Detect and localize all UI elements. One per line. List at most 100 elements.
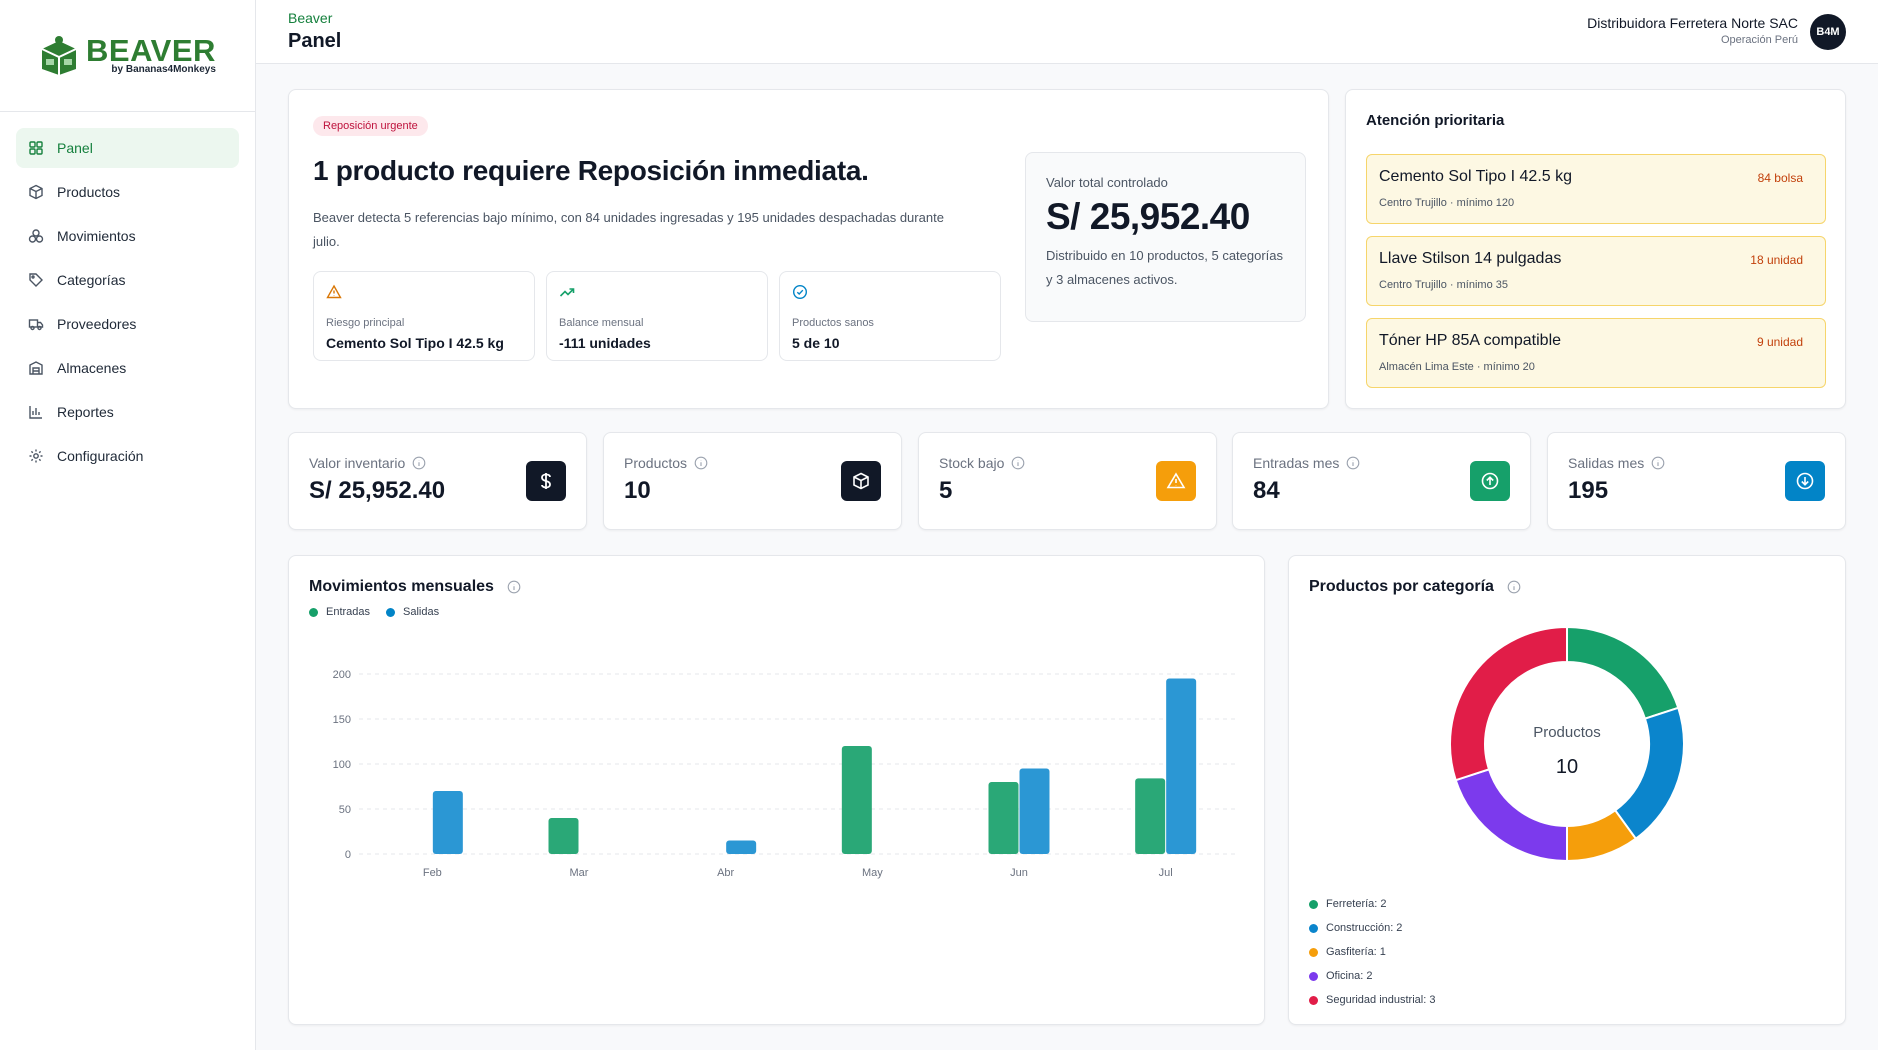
kpi-icon-box: [1785, 461, 1825, 501]
legend-item[interactable]: Ferretería: 2: [1309, 892, 1435, 916]
legend-item[interactable]: Construcción: 2: [1309, 916, 1435, 940]
kpi-label: Stock bajo: [939, 455, 1005, 471]
warehouse-icon: [29, 361, 43, 375]
mini-card-sanos: Productos sanos 5 de 10: [779, 271, 1001, 361]
sidebar-item-reportes[interactable]: Reportes: [16, 392, 239, 432]
info-icon[interactable]: [1651, 456, 1665, 470]
y-tick-label: 0: [345, 849, 351, 861]
y-tick-label: 100: [333, 759, 351, 771]
legend-item[interactable]: Seguridad industrial: 3: [1309, 988, 1435, 1012]
bar-salidas-jun[interactable]: [1019, 768, 1050, 855]
sidebar-item-label: Proveedores: [57, 316, 137, 332]
kpi-card-valor: Valor inventario S/ 25,952.40: [288, 432, 587, 530]
kpi-icon-box: [841, 461, 881, 501]
legend-item-salidas[interactable]: Salidas: [386, 606, 439, 618]
legend-label: Salidas: [403, 606, 440, 618]
x-tick-label: May: [862, 867, 883, 879]
legend-dot: [386, 607, 396, 617]
sidebar-item-productos[interactable]: Productos: [16, 172, 239, 212]
attention-card: Atención prioritaria Cemento Sol Tipo I …: [1345, 89, 1846, 409]
bar-chart: 0 50 100 150 200 Feb Mar Abr May Jun Jul: [333, 669, 1239, 879]
attention-item-name: Llave Stilson 14 pulgadas: [1379, 250, 1562, 267]
attention-item-sub: Centro Trujillo · mínimo 120: [1379, 197, 1515, 209]
info-icon[interactable]: [1346, 456, 1360, 470]
donut-slice-4[interactable]: [1449, 625, 1568, 782]
bar-entradas-mar[interactable]: [548, 818, 579, 854]
avatar[interactable]: B4M: [1810, 14, 1846, 50]
x-tick-label: Abr: [717, 867, 734, 879]
legend-dot: [1309, 971, 1318, 981]
info-icon[interactable]: [1507, 580, 1521, 594]
donut-slice-3[interactable]: [1454, 768, 1568, 863]
info-icon[interactable]: [507, 580, 521, 594]
bar-salidas-feb[interactable]: [432, 791, 463, 854]
sidebar-item-proveedores[interactable]: Proveedores: [16, 304, 239, 344]
info-icon[interactable]: [412, 456, 426, 470]
kpi-label: Salidas mes: [1568, 455, 1645, 471]
legend-dot: [1309, 923, 1318, 933]
sidebar-item-panel[interactable]: Panel: [16, 128, 239, 168]
y-tick-label: 200: [333, 669, 351, 681]
kpi-value: 5: [939, 477, 953, 504]
attention-item[interactable]: Tóner HP 85A compatible 9 unidad Almacén…: [1366, 318, 1826, 388]
sidebar-item-almacenes[interactable]: Almacenes: [16, 348, 239, 388]
bar-entradas-jul[interactable]: [1135, 778, 1166, 854]
bar-entradas-jun[interactable]: [988, 782, 1019, 854]
chart-legend: Entradas Salidas: [309, 606, 455, 618]
sidebar-item-configuracion[interactable]: Configuración: [16, 436, 239, 476]
kpi-label: Productos: [624, 455, 688, 471]
x-tick-label: Jun: [1010, 867, 1028, 879]
attention-item[interactable]: Llave Stilson 14 pulgadas 18 unidad Cent…: [1366, 236, 1826, 306]
sidebar-item-movimientos[interactable]: Movimientos: [16, 216, 239, 256]
attention-item[interactable]: Cemento Sol Tipo I 42.5 kg 84 bolsa Cent…: [1366, 154, 1826, 224]
chart-title-wrap: Productos por categoría: [1309, 578, 1521, 596]
check-circle-icon: [792, 284, 808, 300]
legend-item[interactable]: Gasfitería: 1: [1309, 940, 1435, 964]
kpi-label-wrap: Salidas mes: [1568, 455, 1665, 471]
mini-card-riesgo: Riesgo principal Cemento Sol Tipo I 42.5…: [313, 271, 535, 361]
bar-salidas-jul[interactable]: [1166, 678, 1197, 855]
donut-slice-0[interactable]: [1566, 625, 1680, 720]
info-icon[interactable]: [1011, 456, 1025, 470]
kpi-value: 195: [1568, 477, 1609, 504]
legend-item[interactable]: Oficina: 2: [1309, 964, 1435, 988]
hero-card: Reposición urgente 1 producto requiere R…: [288, 89, 1329, 409]
sidebar-item-label: Reportes: [57, 404, 114, 420]
donut-center-label: Productos: [1533, 724, 1601, 741]
attention-item-qty: 84 bolsa: [1757, 171, 1803, 185]
sidebar-item-label: Almacenes: [57, 360, 127, 376]
beaver-logo-icon: [41, 35, 77, 75]
mini-value: -111 unidades: [559, 335, 651, 351]
kpi-value: 84: [1253, 477, 1280, 504]
company-name: Distribuidora Ferretera Norte SAC: [1587, 15, 1798, 31]
bar-entradas-may[interactable]: [841, 746, 872, 854]
bar-salidas-abr[interactable]: [726, 840, 757, 855]
kpi-label-wrap: Valor inventario: [309, 455, 426, 471]
total-label: Valor total controlado: [1046, 175, 1168, 190]
attention-item-qty: 18 unidad: [1750, 253, 1803, 267]
dollar-icon: [541, 473, 551, 489]
mini-label: Balance mensual: [559, 317, 644, 329]
page-title: Panel: [288, 30, 342, 52]
company-subtitle: Operación Perú: [1720, 34, 1798, 46]
attention-title: Atención prioritaria: [1366, 112, 1505, 129]
sidebar-item-categorias[interactable]: Categorías: [16, 260, 239, 300]
legend-item-entradas[interactable]: Entradas: [309, 606, 370, 618]
sidebar-item-label: Movimientos: [57, 228, 136, 244]
top-bar: Beaver Panel Distribuidora Ferretera Nor…: [256, 0, 1878, 64]
sidebar-item-label: Categorías: [57, 272, 126, 288]
tag-icon: [29, 273, 43, 287]
legend-dot: [1309, 899, 1318, 909]
monthly-movements-card: Movimientos mensuales Entradas Salidas 0…: [288, 555, 1265, 1025]
arrow-down-circle-icon: [1796, 472, 1814, 490]
breadcrumb[interactable]: Beaver: [288, 10, 333, 26]
hero-description: Beaver detecta 5 referencias bajo mínimo…: [313, 210, 944, 249]
kpi-value: S/ 25,952.40: [309, 477, 446, 504]
attention-item-qty: 9 unidad: [1756, 335, 1803, 349]
kpi-card-salidas: Salidas mes 195: [1547, 432, 1846, 530]
legend-dot: [309, 607, 318, 617]
info-icon[interactable]: [694, 456, 708, 470]
total-description: Distribuido en 10 productos, 5 categoría…: [1046, 248, 1284, 287]
kpi-icon-box: [1470, 461, 1510, 501]
mini-value: Cemento Sol Tipo I 42.5 kg: [326, 335, 504, 351]
